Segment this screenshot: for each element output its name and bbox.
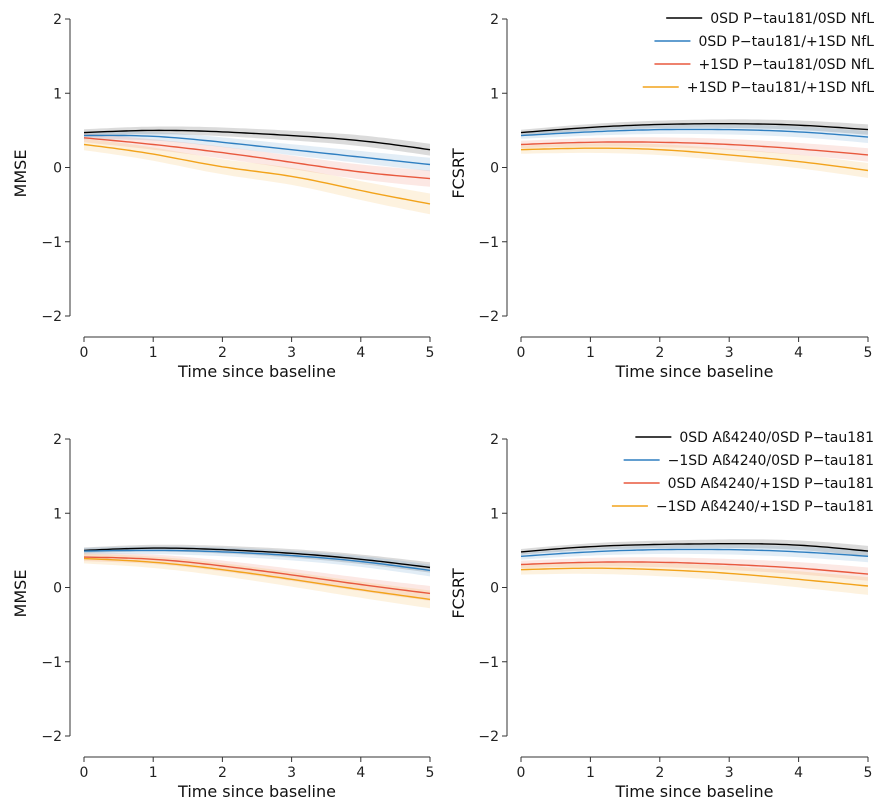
series-line [520, 147, 869, 172]
series-line [83, 143, 431, 205]
x-tick-label: 5 [864, 765, 873, 781]
y-tick-label: 1 [53, 86, 62, 102]
chart-panel-2: −2 −1 0 1 2 0 1 2 3 4 5 Time since baseline FCSRT 0SD… [449, 11, 874, 381]
y-tick-label: 0 [490, 161, 499, 177]
x-axis-label: Time since baseline [177, 362, 336, 381]
x-tick-label: 4 [794, 345, 803, 361]
legend: 0SD P−tau181/0SD NfL 0SD P−tau181/+1SD Nf… [642, 11, 874, 96]
x-tick-label: 3 [287, 345, 296, 361]
y-tick-label: 2 [53, 12, 62, 28]
x-tick-label: 3 [725, 345, 734, 361]
series-line [520, 567, 869, 587]
x-tick-label: 1 [586, 765, 595, 781]
y-tick-label: −2 [478, 309, 499, 325]
series-line [520, 561, 869, 575]
y-tick-label: −1 [41, 235, 62, 251]
confidence-band [84, 546, 430, 577]
confidence-band [521, 137, 868, 162]
x-tick-label: 1 [586, 345, 595, 361]
confidence-band [521, 119, 868, 136]
chart-panel-3: −2 −1 0 1 2 0 1 2 3 4 5 Time since baseline MMSE [11, 432, 434, 798]
legend-label: +1SD P−tau181/0SD NfL [698, 57, 874, 73]
series-line [83, 556, 431, 595]
series-line [83, 134, 431, 166]
y-axis-label: FCSRT [449, 568, 468, 618]
confidence-band [521, 124, 868, 143]
confidence-band [521, 557, 868, 581]
y-tick-label: 1 [490, 506, 499, 522]
series-line [83, 129, 431, 151]
y-tick-label: −2 [41, 309, 62, 325]
series-line [520, 123, 869, 134]
series-line [83, 557, 431, 601]
x-tick-label: 0 [517, 345, 526, 361]
series-line [83, 547, 431, 569]
legend-label: +1SD P−tau181/+1SD NfL [687, 80, 874, 96]
y-tick-label: 2 [490, 432, 499, 448]
series-line [520, 543, 869, 553]
x-tick-label: 4 [356, 345, 365, 361]
y-tick-label: 0 [53, 581, 62, 597]
x-tick-label: 3 [287, 765, 296, 781]
chart-panel-4: −2 −1 0 1 2 0 1 2 3 4 5 Time since baseline FCSRT 0SD… [449, 430, 874, 798]
x-tick-label: 0 [80, 765, 89, 781]
y-tick-label: −1 [478, 235, 499, 251]
series-line [83, 549, 431, 572]
y-tick-label: −1 [478, 655, 499, 671]
legend: 0SD Aß4240/0SD P−tau181 −1SD Aß4240/0SD P… [611, 430, 874, 515]
y-tick-label: 0 [53, 161, 62, 177]
series-line [520, 128, 869, 138]
x-tick-label: 2 [218, 765, 227, 781]
x-tick-label: 2 [655, 765, 664, 781]
x-tick-label: 0 [517, 765, 526, 781]
confidence-band [521, 539, 868, 557]
legend-label: −1SD Aß4240/+1SD P−tau181 [656, 499, 874, 515]
y-axis-label: MMSE [11, 570, 30, 618]
confidence-band [84, 131, 430, 172]
y-tick-label: −1 [41, 655, 62, 671]
x-tick-label: 4 [356, 765, 365, 781]
y-axis-label: MMSE [11, 150, 30, 198]
x-tick-label: 0 [80, 345, 89, 361]
series-line [83, 137, 431, 180]
legend-label: 0SD P−tau181/+1SD NfL [698, 34, 874, 50]
legend-label: 0SD Aß4240/+1SD P−tau181 [668, 476, 874, 492]
series-line [520, 141, 869, 156]
x-tick-label: 5 [426, 765, 435, 781]
legend-label: −1SD Aß4240/0SD P−tau181 [668, 453, 874, 469]
x-tick-label: 3 [725, 765, 734, 781]
chart-panel-1: −2 −1 0 1 2 0 1 2 3 4 5 Time since baseline MMSE [11, 12, 434, 381]
confidence-band [521, 544, 868, 563]
y-tick-label: 2 [490, 12, 499, 28]
x-tick-label: 2 [218, 345, 227, 361]
y-tick-label: −2 [478, 729, 499, 745]
x-tick-label: 4 [794, 765, 803, 781]
legend-label: 0SD Aß4240/0SD P−tau181 [679, 430, 874, 446]
x-tick-label: 5 [426, 345, 435, 361]
confidence-band [84, 126, 430, 156]
y-tick-label: 1 [490, 86, 499, 102]
legend-label: 0SD P−tau181/0SD NfL [710, 11, 874, 27]
x-tick-label: 2 [655, 345, 664, 361]
confidence-band [84, 553, 430, 601]
y-tick-label: 0 [490, 581, 499, 597]
x-tick-label: 1 [149, 765, 158, 781]
y-tick-label: 2 [53, 432, 62, 448]
x-axis-label: Time since baseline [615, 362, 774, 381]
y-tick-label: 1 [53, 506, 62, 522]
confidence-band [521, 562, 868, 595]
series-line [520, 548, 869, 557]
y-axis-label: FCSRT [449, 148, 468, 198]
confidence-band [84, 553, 430, 609]
confidence-band [521, 143, 868, 178]
x-tick-label: 5 [864, 345, 873, 361]
x-tick-label: 1 [149, 345, 158, 361]
x-axis-label: Time since baseline [177, 782, 336, 798]
x-axis-label: Time since baseline [615, 782, 774, 798]
y-tick-label: −2 [41, 729, 62, 745]
